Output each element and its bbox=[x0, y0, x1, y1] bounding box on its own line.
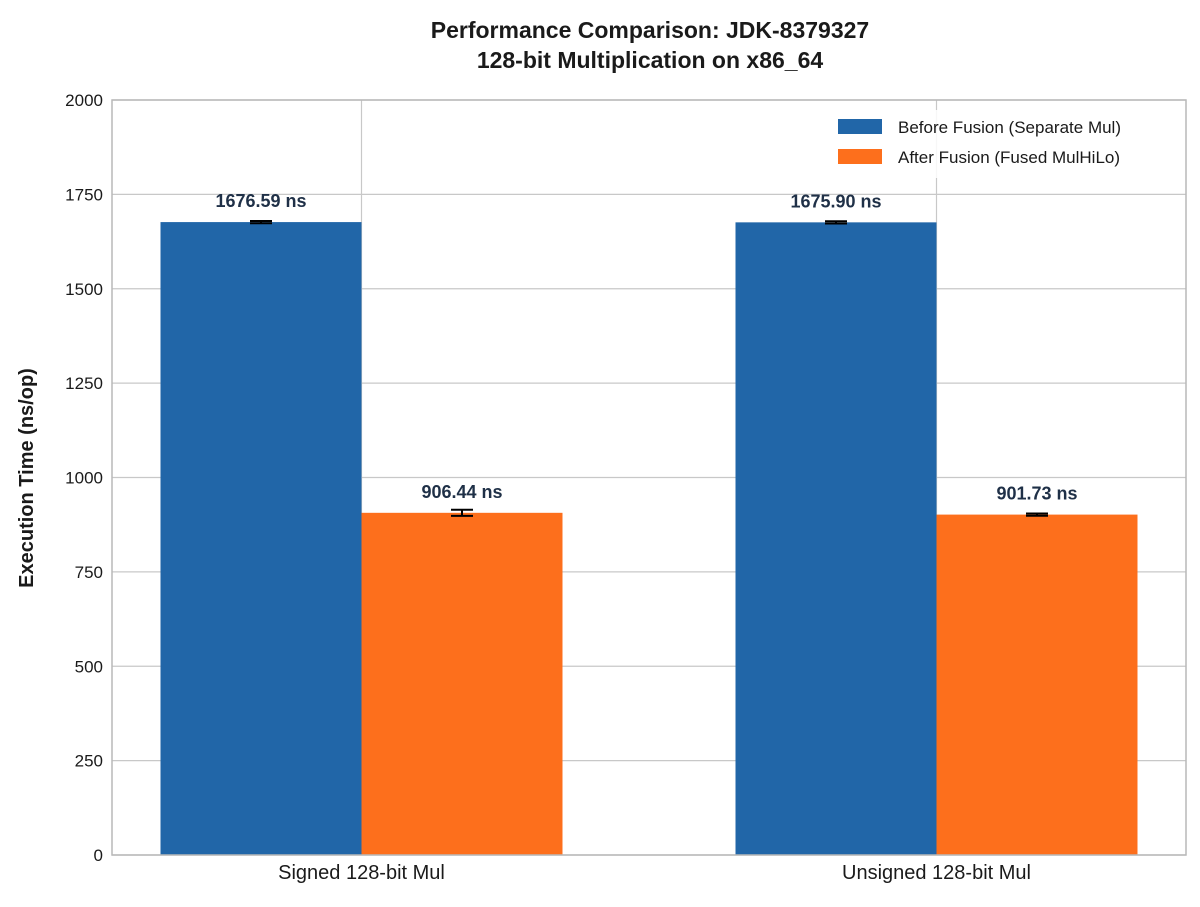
legend-swatch bbox=[838, 149, 882, 164]
y-tick-label: 1000 bbox=[65, 469, 103, 488]
y-tick-label: 1750 bbox=[65, 185, 103, 204]
bar bbox=[160, 222, 362, 855]
chart-subtitle: 128-bit Multiplication on x86_64 bbox=[477, 47, 824, 73]
x-tick-label: Signed 128-bit Mul bbox=[278, 862, 445, 884]
bar bbox=[936, 514, 1138, 855]
bar-value-label: 901.73 ns bbox=[996, 484, 1077, 504]
axis-ticks: 0 250 500 750 1000 1250 1500 1750 2000 Signed 128… bbox=[65, 91, 1031, 884]
bar-value-label: 906.44 ns bbox=[421, 482, 502, 502]
y-tick-label: 2000 bbox=[65, 91, 103, 110]
legend-background bbox=[826, 110, 1176, 178]
y-tick-label: 250 bbox=[75, 752, 103, 771]
bar bbox=[735, 222, 937, 855]
y-tick-label: 750 bbox=[75, 563, 103, 582]
y-tick-label: 500 bbox=[75, 657, 103, 676]
value-labels: 1676.59 ns 1675.90 ns 906.44 ns 901.73 ns bbox=[215, 191, 1077, 504]
bar-value-label: 1675.90 ns bbox=[790, 191, 881, 211]
bar-value-label: 1676.59 ns bbox=[215, 191, 306, 211]
legend-swatch bbox=[838, 119, 882, 134]
legend: Before Fusion (Separate Mul) After Fusion… bbox=[826, 110, 1176, 178]
bars bbox=[160, 219, 1138, 855]
legend-label: Before Fusion (Separate Mul) bbox=[898, 118, 1121, 137]
legend-label: After Fusion (Fused MulHiLo) bbox=[898, 148, 1120, 167]
y-tick-label: 0 bbox=[94, 846, 103, 865]
plot-frame bbox=[111, 99, 1187, 856]
bar bbox=[361, 512, 563, 855]
y-tick-label: 1250 bbox=[65, 374, 103, 393]
chart-title: Performance Comparison: JDK-8379327 bbox=[431, 17, 869, 43]
y-tick-label: 1500 bbox=[65, 280, 103, 299]
x-tick-label: Unsigned 128-bit Mul bbox=[842, 862, 1031, 884]
y-axis-label: Execution Time (ns/op) bbox=[16, 368, 38, 588]
